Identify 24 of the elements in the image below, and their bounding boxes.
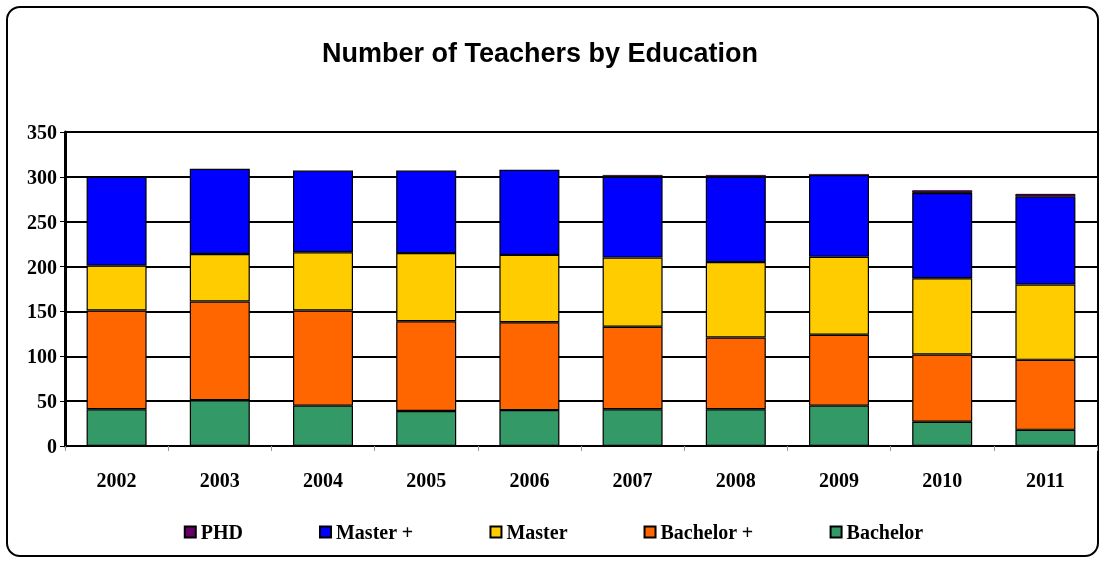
x-tick-label: 2011 (1025, 469, 1065, 491)
y-tick-label: 100 (27, 345, 57, 368)
y-tick-label: 300 (27, 165, 57, 188)
y-tick-label: 150 (27, 300, 57, 323)
x-tick-label: 2003 (199, 469, 240, 491)
x-tick-label: 2007 (612, 469, 653, 491)
y-tick-label: 0 (47, 435, 57, 457)
x-tick-label: 2004 (303, 469, 343, 491)
y-tick-label: 200 (27, 255, 57, 278)
legend-label: PHD (200, 521, 243, 543)
legend-label: Master (506, 521, 568, 543)
x-tick-label: 2009 (819, 469, 859, 491)
y-tick-label: 350 (27, 121, 57, 143)
y-tick-label: 250 (27, 210, 57, 233)
x-tick-label: 2002 (96, 469, 137, 491)
y-tick-label: 50 (37, 390, 57, 413)
x-tick-label: 2006 (509, 469, 550, 491)
x-tick-label: 2005 (406, 469, 447, 491)
legend-label: Bachelor + (660, 521, 754, 543)
legend-label: Master + (335, 521, 414, 543)
x-tick-label: 2010 (922, 469, 963, 491)
x-tick-label: 2008 (715, 469, 756, 491)
chart-title: Number of Teachers by Education (321, 37, 759, 68)
legend-label: Bachelor (846, 521, 924, 543)
